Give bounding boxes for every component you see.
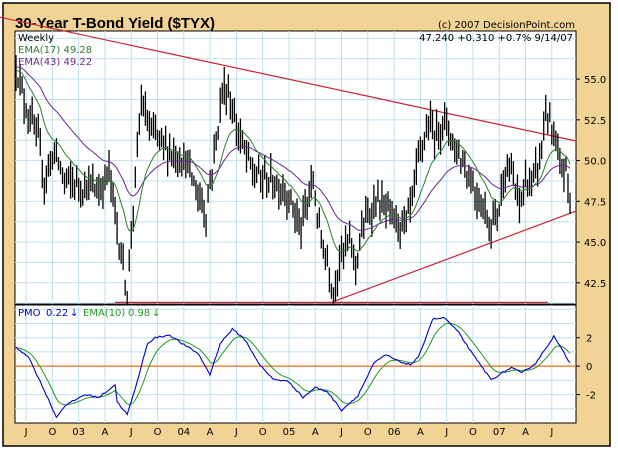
y-tick-label: 45.0: [584, 238, 606, 249]
legend-ema17: EMA(17) 49.28: [18, 45, 92, 56]
price-y-axis: 55.0 52.5 50.0 47.5 45.0 42.5: [576, 75, 606, 290]
pmo-grid: [15, 305, 576, 423]
legend-ema43: EMA(43) 49.22: [18, 57, 92, 68]
legend-ema10-value: 0.98: [128, 308, 150, 319]
x-tick-label: 05: [283, 427, 296, 438]
pmo-legend: PMO 0.22 ↓ EMA(10) 0.98 ↓: [18, 308, 160, 319]
y-tick-label: 50.0: [584, 157, 606, 168]
ema17-line: [15, 69, 571, 252]
x-tick-label: J: [549, 427, 553, 438]
copyright: (c) 2007 DecisionPoint.com: [438, 20, 575, 31]
x-tick-label: J: [444, 427, 448, 438]
arrow-down-icon: ↓: [70, 308, 78, 319]
pmo-y-axis: 2 0 -2: [576, 334, 596, 402]
x-axis: J O 03 A J O 04 A J O 05 A J O 06 A J O 07 A J: [24, 427, 554, 438]
legend-ema10-label: EMA(10): [83, 308, 125, 319]
chart-title: 30-Year T-Bond Yield ($TYX): [15, 15, 215, 32]
x-tick-label: O: [259, 427, 267, 438]
y-tick-label: -2: [586, 391, 596, 402]
y-tick-label: 0: [586, 362, 592, 373]
y-tick-label: 2: [586, 334, 592, 345]
legend-pmo-value: 0.22: [46, 308, 68, 319]
x-tick-label: 06: [388, 427, 401, 438]
x-tick-label: A: [417, 427, 424, 438]
arrow-down-icon: ↓: [152, 308, 160, 319]
price-bars: [15, 55, 571, 307]
price-panel: 55.0 52.5 50.0 47.5 45.0 42.5 Weekly EMA(17) …: [0, 16, 606, 307]
x-tick-label: J: [234, 427, 238, 438]
price-panel-background: [14, 30, 577, 305]
trendlines: [0, 16, 577, 303]
x-tick-label: 04: [177, 427, 190, 438]
x-tick-label: O: [364, 427, 372, 438]
period-label: Weekly: [18, 33, 54, 44]
legend-pmo-label: PMO: [18, 308, 41, 319]
pmo-panel-background: [14, 304, 577, 424]
x-tick-label: O: [48, 427, 56, 438]
y-tick-label: 55.0: [584, 75, 606, 86]
x-tick-label: A: [522, 427, 529, 438]
x-tick-label: J: [339, 427, 343, 438]
x-tick-label: A: [207, 427, 214, 438]
y-tick-label: 42.5: [584, 279, 606, 290]
x-tick-label: J: [129, 427, 133, 438]
x-tick-label: A: [312, 427, 319, 438]
pmo-ema10-line: [15, 322, 571, 406]
pmo-line: [15, 316, 571, 419]
x-tick-label: O: [469, 427, 477, 438]
y-tick-label: 52.5: [584, 116, 606, 127]
x-tick-label: O: [154, 427, 162, 438]
y-tick-label: 47.5: [584, 197, 606, 208]
x-tick-label: J: [24, 427, 28, 438]
trendline-support: [331, 210, 577, 303]
trendline-resistance: [0, 16, 577, 142]
x-tick-label: 07: [493, 427, 506, 438]
quote-readout: 47.240 +0.310 +0.7% 9/14/07: [419, 33, 573, 44]
x-tick-label: A: [102, 427, 109, 438]
x-tick-label: 03: [72, 427, 85, 438]
pmo-panel: 2 0 -2 PMO 0.22 ↓ EMA(10) 0.98 ↓: [14, 304, 596, 424]
